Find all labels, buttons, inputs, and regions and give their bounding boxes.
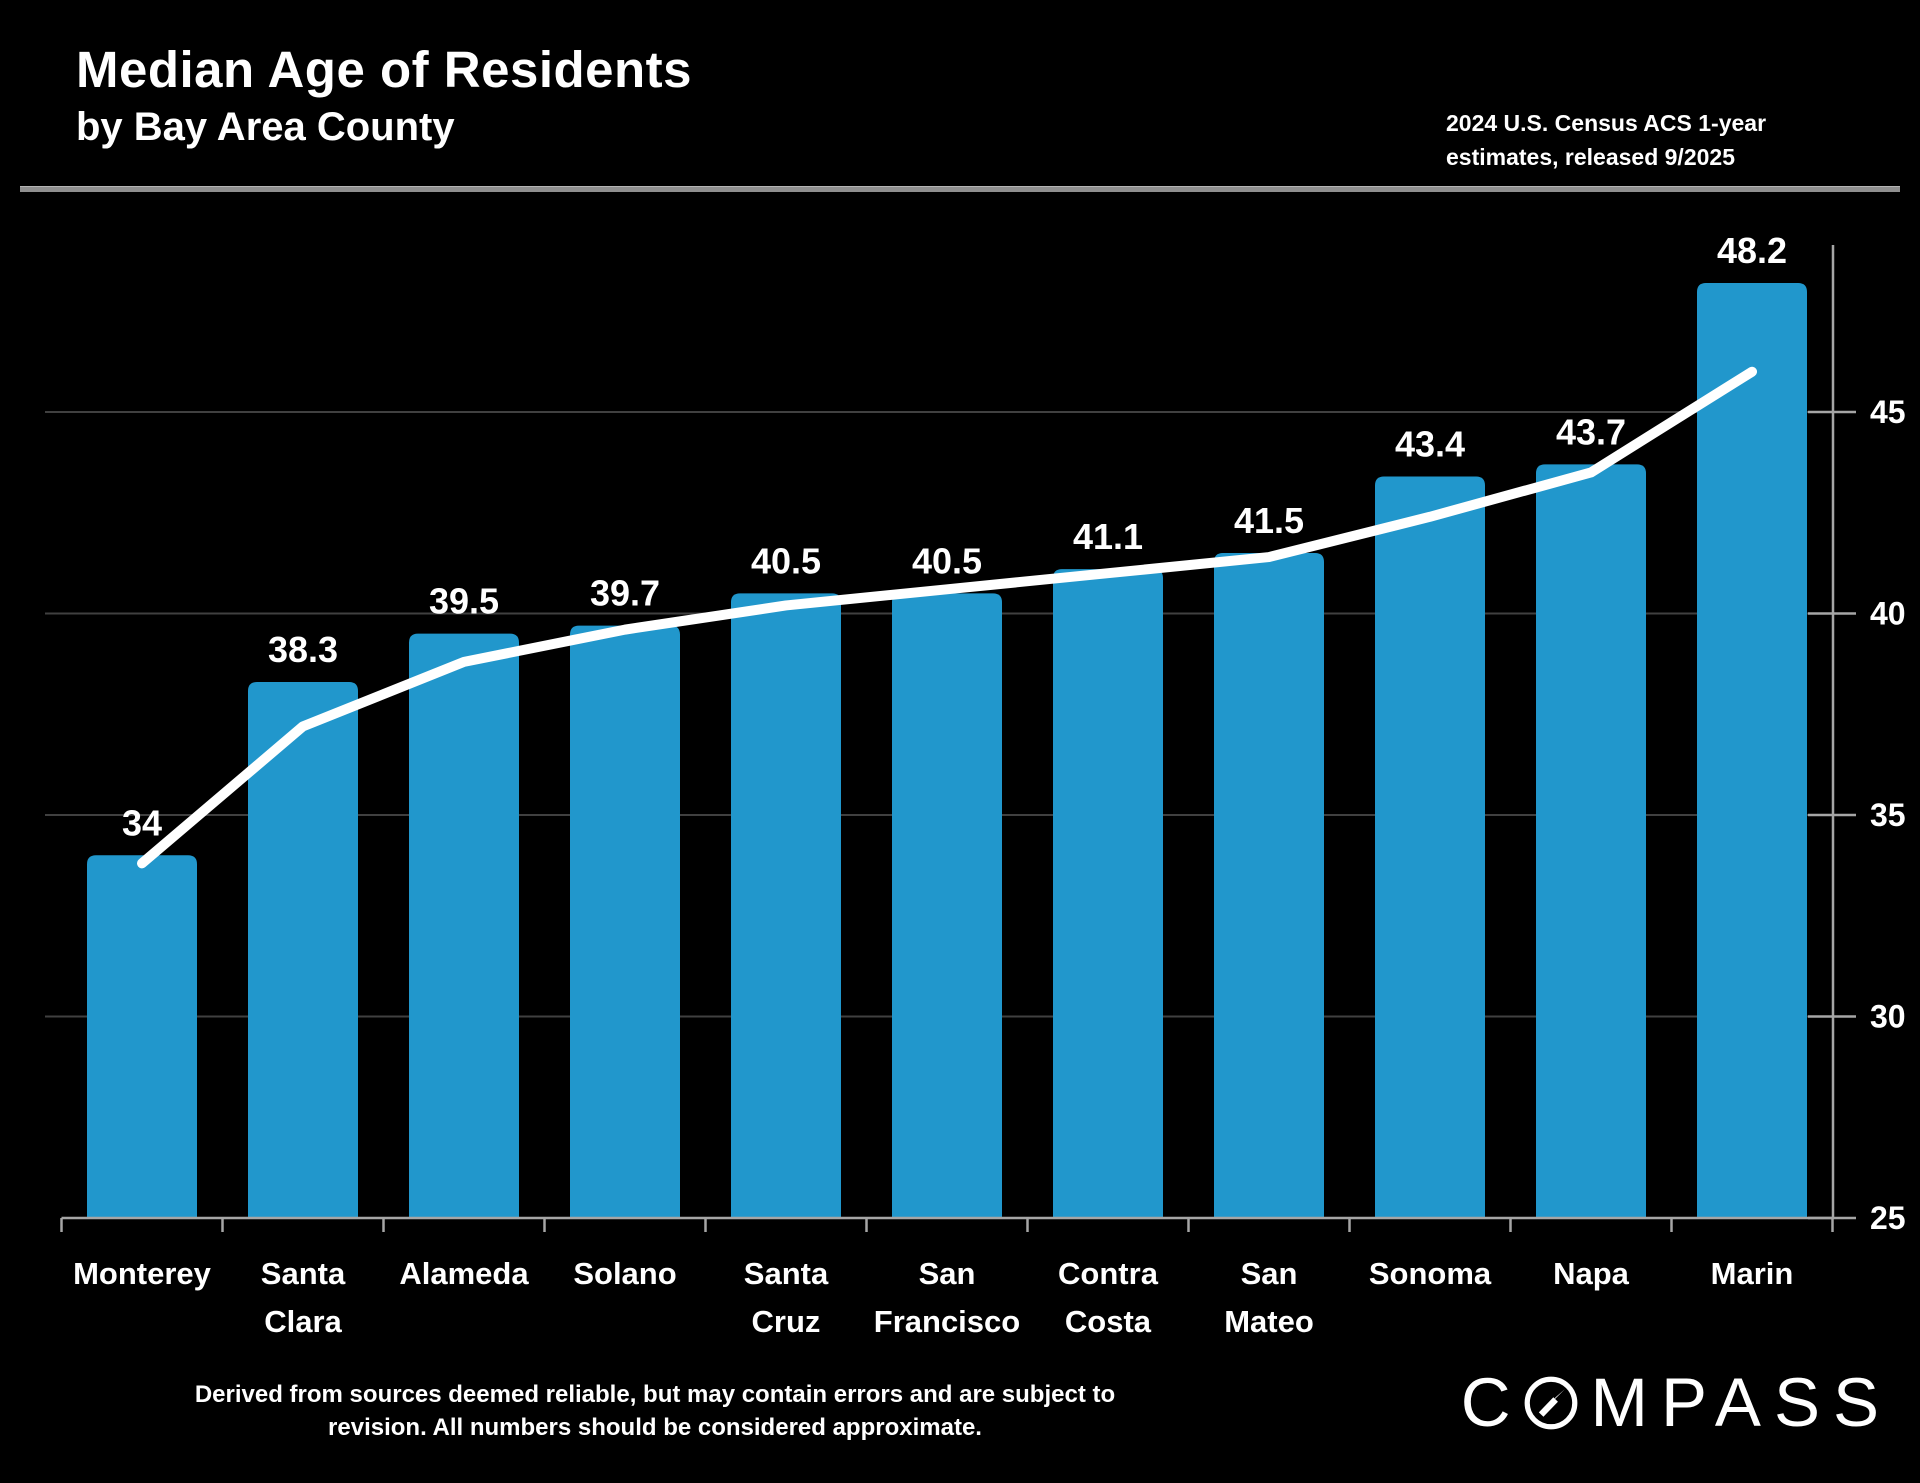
bar-napa — [1536, 464, 1646, 1218]
bar-contra-costa — [1053, 569, 1163, 1218]
bar-value-label: 34 — [122, 802, 162, 843]
disclaimer: Derived from sources deemed reliable, bu… — [150, 1378, 1160, 1444]
bar-monterey — [87, 855, 197, 1218]
header-divider — [20, 186, 1900, 192]
compass-logo-text-c: C — [1460, 1364, 1524, 1441]
category-label: Monterey — [73, 1256, 212, 1291]
category-label: San — [1241, 1256, 1298, 1291]
category-label: Marin — [1711, 1256, 1794, 1291]
bar-santa-clara — [248, 682, 358, 1218]
category-label: Clara — [264, 1304, 342, 1339]
disclaimer-line2: revision. All numbers should be consider… — [328, 1414, 982, 1441]
category-label: Alameda — [399, 1256, 529, 1291]
compass-logo-text-mpass: MPASS — [1590, 1364, 1892, 1441]
bar-value-label: 43.4 — [1395, 423, 1465, 464]
bar-value-label: 41.1 — [1073, 516, 1143, 557]
source-note-line1: 2024 U.S. Census ACS 1-year — [1446, 110, 1767, 136]
compass-needle-icon — [1524, 1376, 1577, 1429]
category-label: Napa — [1553, 1256, 1630, 1291]
source-note: 2024 U.S. Census ACS 1-year estimates, r… — [1446, 106, 1766, 174]
y-axis-label-40: 40 — [1870, 596, 1906, 632]
y-axis-label-25: 25 — [1870, 1200, 1906, 1236]
category-label: Santa — [744, 1256, 829, 1291]
category-label: Solano — [573, 1256, 676, 1291]
y-axis-label-35: 35 — [1870, 797, 1906, 833]
bar-value-label: 38.3 — [268, 629, 338, 670]
category-label: Costa — [1065, 1304, 1152, 1339]
category-label: Francisco — [874, 1304, 1020, 1339]
bar-value-label: 39.7 — [590, 573, 660, 614]
bar-santa-cruz — [731, 593, 841, 1218]
bar-value-label: 41.5 — [1234, 500, 1304, 541]
compass-logo: C MPASS — [1461, 1368, 1892, 1437]
bar-sonoma — [1375, 476, 1485, 1219]
y-axis-label-45: 45 — [1870, 394, 1906, 430]
bar-solano — [570, 625, 680, 1218]
category-label: Santa — [261, 1256, 346, 1291]
category-label: Mateo — [1224, 1304, 1314, 1339]
source-note-line2: estimates, released 9/2025 — [1446, 144, 1735, 170]
category-label: Contra — [1058, 1256, 1159, 1291]
bar-value-label: 48.2 — [1717, 230, 1787, 271]
bar-value-label: 40.5 — [912, 540, 982, 581]
bar-san-francisco — [892, 593, 1002, 1218]
y-axis-label-30: 30 — [1870, 999, 1906, 1035]
trend-line — [137, 366, 1757, 869]
category-label: Sonoma — [1369, 1256, 1492, 1291]
bar-value-label: 40.5 — [751, 540, 821, 581]
bar-marin — [1697, 283, 1807, 1218]
disclaimer-line1: Derived from sources deemed reliable, bu… — [194, 1381, 1116, 1408]
bar-san-mateo — [1214, 553, 1324, 1218]
bar-alameda — [409, 633, 519, 1218]
category-label: San — [919, 1256, 976, 1291]
page-subtitle: by Bay Area County — [76, 105, 455, 149]
bar-value-label: 39.5 — [429, 581, 499, 622]
page-title: Median Age of Residents — [76, 41, 693, 98]
category-label: Cruz — [752, 1304, 821, 1339]
bar-value-label: 43.7 — [1556, 411, 1626, 452]
